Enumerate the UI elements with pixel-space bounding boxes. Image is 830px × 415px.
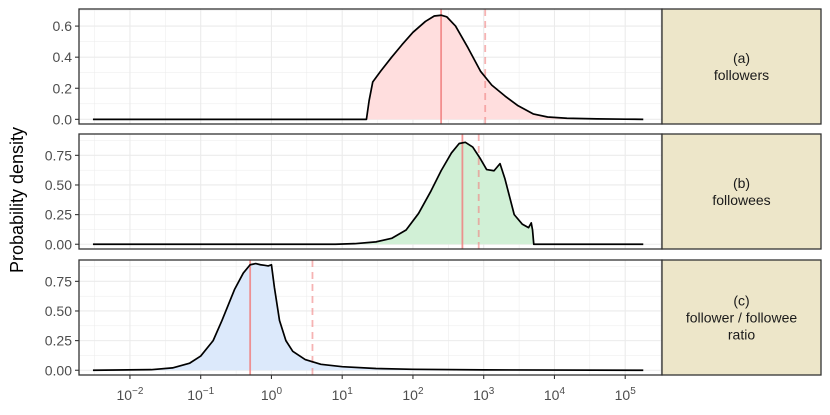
x-tick-label: 101 — [332, 386, 354, 403]
density-area — [92, 263, 644, 371]
panel-background — [79, 134, 662, 249]
x-tick-label: 10−1 — [187, 386, 214, 403]
panel-1: 0.0 0.2 0.4 0.6 (a)followers — [53, 8, 822, 127]
density-line — [92, 262, 644, 372]
density-line — [92, 141, 644, 246]
x-tick-label: 104 — [544, 386, 566, 403]
facet-strip: (a)followers — [661, 8, 822, 125]
strip-label-line: ratio — [728, 327, 755, 343]
x-axis: 10−2 10−1 100 101 102 103 104 105 — [116, 375, 636, 403]
strip-label-line: followees — [712, 192, 770, 208]
y-tick-label: 0.2 — [53, 80, 73, 96]
strip-label-line: followers — [714, 67, 769, 83]
strip-label-line: (a) — [733, 50, 750, 66]
facet-strip: (b)followees — [661, 133, 822, 250]
y-axis-title: Probability density — [7, 127, 27, 273]
y-tick-label: 0.0 — [53, 111, 73, 127]
density-line — [92, 14, 644, 121]
density-area — [92, 142, 644, 245]
y-tick-label: 0.25 — [45, 207, 72, 223]
y-tick-label: 0.00 — [45, 236, 72, 252]
y-tick-label: 0.50 — [45, 177, 72, 193]
strip-label-line: (c) — [733, 293, 749, 309]
x-tick-label: 100 — [261, 386, 283, 403]
y-tick-label: 0.75 — [45, 147, 72, 163]
strip-background — [661, 8, 822, 125]
y-tick-label: 0.75 — [45, 273, 72, 289]
panel-background — [79, 260, 662, 375]
strip-background — [661, 259, 822, 376]
y-tick-label: 0.50 — [45, 303, 72, 319]
strip-label-line: (b) — [733, 175, 750, 191]
y-tick-label: 0.4 — [53, 49, 73, 65]
x-tick-label: 103 — [473, 386, 495, 403]
panels-layer: 0.0 0.2 0.4 0.6 (a)followers 0.00 0.25 0.50 0.75… — [45, 8, 822, 378]
x-tick-label: 105 — [615, 386, 637, 403]
strip-label-line: follower / followee — [686, 310, 797, 326]
panel-3: 0.00 0.25 0.50 0.75 (c)follower / followeera… — [45, 259, 822, 378]
y-tick-label: 0.25 — [45, 333, 72, 349]
y-tick-label: 0.6 — [53, 18, 73, 34]
panel-2: 0.00 0.25 0.50 0.75 (b)followees — [45, 133, 822, 252]
x-tick-label: 10−2 — [116, 386, 143, 403]
x-tick-label: 102 — [402, 386, 424, 403]
strip-background — [661, 133, 822, 250]
y-tick-label: 0.00 — [45, 362, 72, 378]
